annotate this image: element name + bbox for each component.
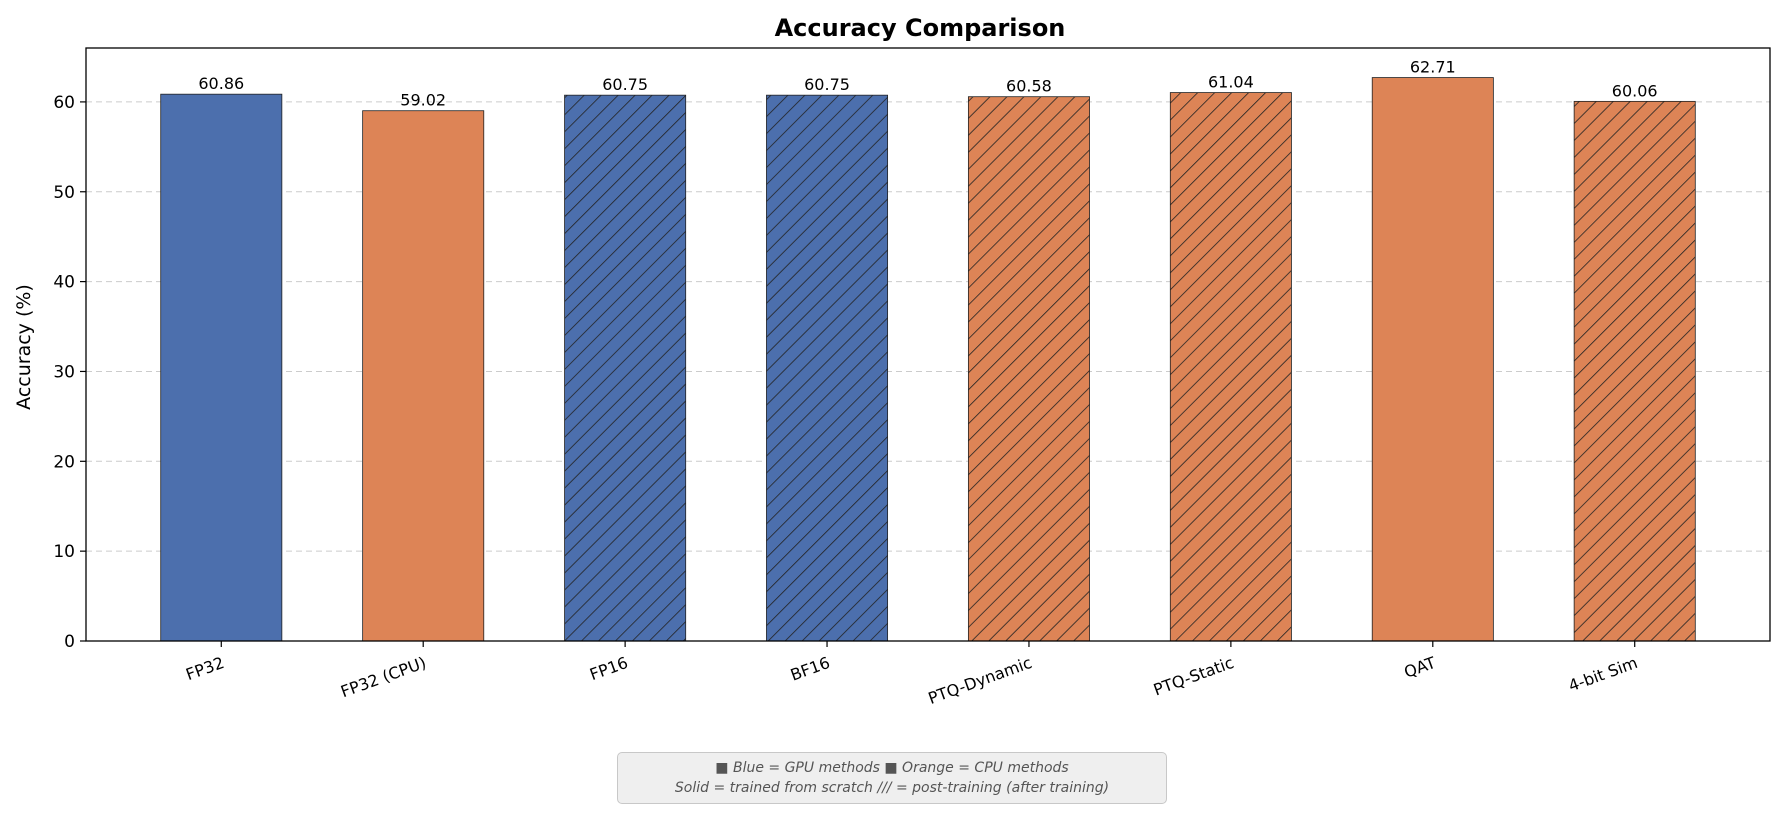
bar [362,110,485,642]
chart-title: Accuracy Comparison [775,14,1066,42]
bar [160,93,283,642]
bar-hatch [1170,92,1292,642]
y-axis-label: Accuracy (%) [13,284,35,410]
y-tick-label: 60 [53,93,75,113]
y-tick-label: 0 [64,632,75,652]
x-tick-label: FP32 [183,653,226,684]
bar-hatch [968,96,1090,641]
bar [1371,77,1494,642]
bar-value-label: 60.75 [602,75,648,94]
x-axis-ticks: FP32 FP32 (CPU) FP16 BF16 PTQ-Dynamic PTQ-Sta… [183,641,1640,708]
y-tick-label: 20 [53,452,75,472]
x-tick-label: FP32 (CPU) [338,653,428,701]
x-tick-label: PTQ-Dynamic [926,653,1035,708]
bar-value-label: 60.58 [1006,77,1052,96]
bar-value-label: 60.75 [804,75,850,94]
bar-value-label: 60.06 [1612,81,1658,100]
plot-frame [85,47,1771,642]
bar-value-label: 61.04 [1208,73,1254,92]
bar-value-label: 60.86 [198,74,244,93]
y-tick-label: 10 [53,542,75,562]
bar-hatch [766,95,888,641]
y-axis-ticks: 0 10 20 30 40 50 60 [53,93,86,652]
legend-note-line2: Solid = trained from scratch /// = post-… [674,780,1110,796]
x-tick-label: FP16 [587,653,630,684]
bar-hatch [564,95,686,641]
bar-value-label: 59.02 [400,91,446,110]
bar-hatch [1574,101,1696,642]
x-tick-label: 4-bit Sim [1566,653,1640,696]
y-tick-label: 40 [53,273,75,293]
bars: 60.86 59.02 60.75 60.75 60.58 61.04 62.71 60.06 [160,58,1696,642]
y-tick-label: 50 [53,183,75,203]
x-tick-label: PTQ-Static [1151,653,1236,700]
y-tick-label: 30 [53,362,75,382]
legend-note-line1: ■ Blue = GPU methods ■ Orange = CPU meth… [715,760,1069,776]
x-tick-label: QAT [1402,653,1439,682]
bar-value-label: 62.71 [1410,58,1456,77]
grid-lines [86,101,1770,552]
legend-note: ■ Blue = GPU methods ■ Orange = CPU meth… [617,752,1167,804]
x-tick-label: BF16 [788,653,833,685]
